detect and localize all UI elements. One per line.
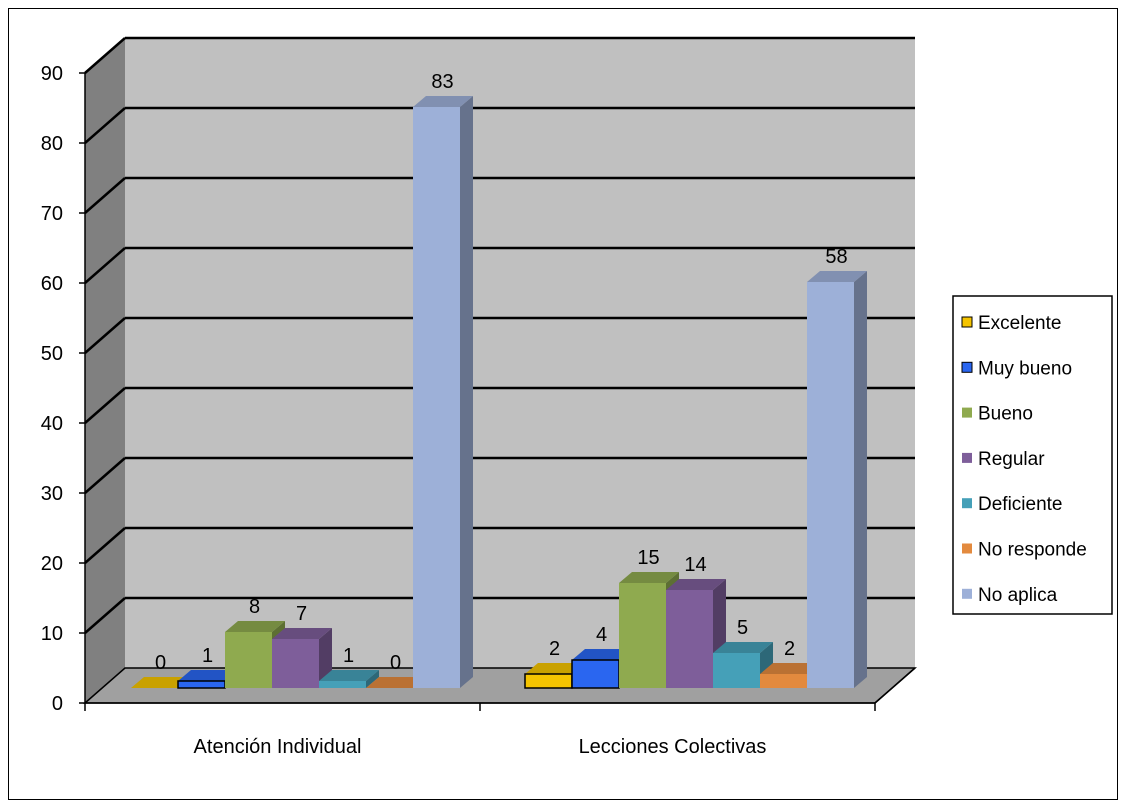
bar-top	[319, 670, 379, 681]
legend-swatch	[962, 588, 972, 599]
data-label: 2	[549, 638, 560, 660]
bar	[413, 96, 473, 688]
data-label: 4	[596, 624, 607, 646]
legend-swatch	[962, 498, 972, 509]
bar-side	[366, 670, 379, 688]
legend-swatch	[962, 407, 972, 418]
bar-top	[525, 663, 585, 674]
bar-top	[131, 677, 191, 688]
gridline-side	[84, 387, 126, 424]
bar-front	[713, 653, 760, 688]
data-label: 14	[684, 554, 706, 576]
data-label: 1	[202, 645, 213, 667]
bar	[713, 642, 773, 688]
bar	[366, 677, 426, 688]
bar-front	[524, 673, 573, 689]
gridline-side	[84, 107, 126, 144]
bar-front	[807, 282, 854, 688]
legend-swatch	[961, 361, 973, 373]
gridline-side	[84, 457, 126, 494]
bar-front	[319, 681, 366, 688]
bar-front	[225, 632, 272, 688]
bar-front	[619, 583, 666, 688]
bar-top	[666, 579, 726, 590]
gridline-side	[84, 37, 126, 74]
bar-side	[460, 96, 473, 688]
bar-front	[666, 590, 713, 688]
bar-top	[225, 621, 285, 632]
legend-label: Deficiente	[978, 494, 1063, 515]
bar-top	[572, 649, 632, 660]
bar-top	[760, 663, 820, 674]
legend-box	[952, 295, 1113, 615]
data-label: 0	[155, 652, 166, 674]
bar	[131, 677, 191, 688]
data-label: 2	[784, 638, 795, 660]
y-tick-label: 90	[41, 63, 63, 85]
bar-top	[713, 642, 773, 653]
bar	[319, 670, 379, 688]
bar-top	[366, 677, 426, 688]
y-tick-label: 40	[41, 413, 63, 435]
bar-front	[571, 659, 620, 689]
legend-label: No responde	[978, 540, 1087, 561]
gridline-side	[84, 527, 126, 564]
data-label: 83	[431, 71, 453, 93]
category-labels: Atención Individual Lecciones Colectivas	[194, 736, 767, 758]
bar	[571, 649, 632, 689]
data-label: 0	[390, 652, 401, 674]
y-tick-label: 30	[41, 483, 63, 505]
data-label: 58	[825, 246, 847, 268]
gridline-side	[84, 177, 126, 214]
gridline-side	[84, 597, 126, 634]
floor-edge	[874, 667, 916, 704]
y-tick-label: 50	[41, 343, 63, 365]
bar-top	[272, 628, 332, 639]
legend-swatch	[961, 316, 973, 328]
legend-label: Excelente	[978, 313, 1061, 334]
bar-top	[807, 271, 867, 282]
bar-front	[413, 107, 460, 688]
legend-label: Muy bueno	[978, 358, 1072, 379]
chart-walls	[83, 38, 917, 704]
legend-label: No aplica	[978, 585, 1058, 606]
y-tick-label: 60	[41, 273, 63, 295]
bar-front	[177, 680, 226, 689]
bar	[807, 271, 867, 688]
bar-top	[619, 572, 679, 583]
data-label: 15	[637, 547, 659, 569]
y-tick-label: 10	[41, 623, 63, 645]
y-axis-ticks: 0 10 20 30 40 50 60 70 80 90	[41, 63, 85, 715]
bar-front	[760, 674, 807, 688]
data-label: 1	[343, 645, 354, 667]
data-label: 8	[249, 596, 260, 618]
x-tick-label: Atención Individual	[194, 736, 362, 758]
bars	[131, 96, 867, 689]
back-wall	[125, 38, 915, 668]
legend-swatch	[962, 452, 972, 463]
bar-top	[413, 96, 473, 107]
legend: Excelente Muy bueno Bueno Regular Deficiente…	[952, 295, 1113, 615]
legend-label: Bueno	[978, 404, 1033, 425]
legend-label: Regular	[978, 449, 1045, 470]
gridline-side	[84, 247, 126, 284]
data-label: 7	[296, 603, 307, 625]
gridlines	[84, 36, 915, 634]
bar-front	[272, 639, 319, 688]
data-label: 5	[737, 617, 748, 639]
gridline-side	[84, 317, 126, 354]
y-tick-label: 0	[52, 693, 63, 715]
y-tick-label: 70	[41, 203, 63, 225]
bar-top	[178, 670, 238, 681]
legend-swatch	[962, 543, 972, 554]
bar-side	[854, 271, 867, 688]
chart-frame	[8, 8, 1118, 800]
y-tick-label: 20	[41, 553, 63, 575]
x-tick-label: Lecciones Colectivas	[579, 736, 767, 758]
data-labels: 0 1 8 7 1 0 83 2 4 15 14 5 2 58	[155, 71, 848, 674]
y-tick-label: 80	[41, 133, 63, 155]
axes	[84, 73, 916, 711]
